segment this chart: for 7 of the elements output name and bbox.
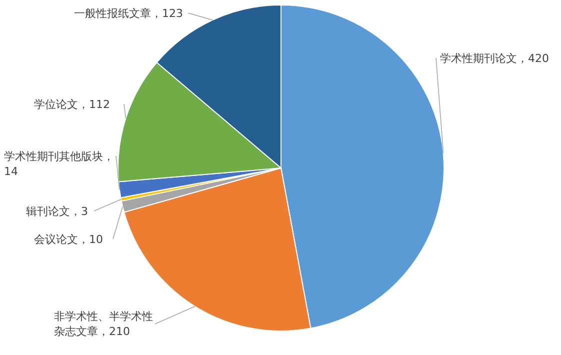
slice-label: 会议论文，10 bbox=[34, 233, 103, 246]
slice-label: 学术性期刊其他版块，14 bbox=[4, 150, 114, 178]
slice-label: 一般性报纸文章，123 bbox=[74, 7, 183, 20]
slice-label: 辑刊论文，3 bbox=[26, 205, 88, 218]
slice-label: 学位论文，112 bbox=[34, 98, 110, 111]
slice-label: 学术性期刊论文，420 bbox=[440, 52, 549, 65]
slice-label: 非学术性、半学术性杂志文章，210 bbox=[54, 310, 153, 338]
